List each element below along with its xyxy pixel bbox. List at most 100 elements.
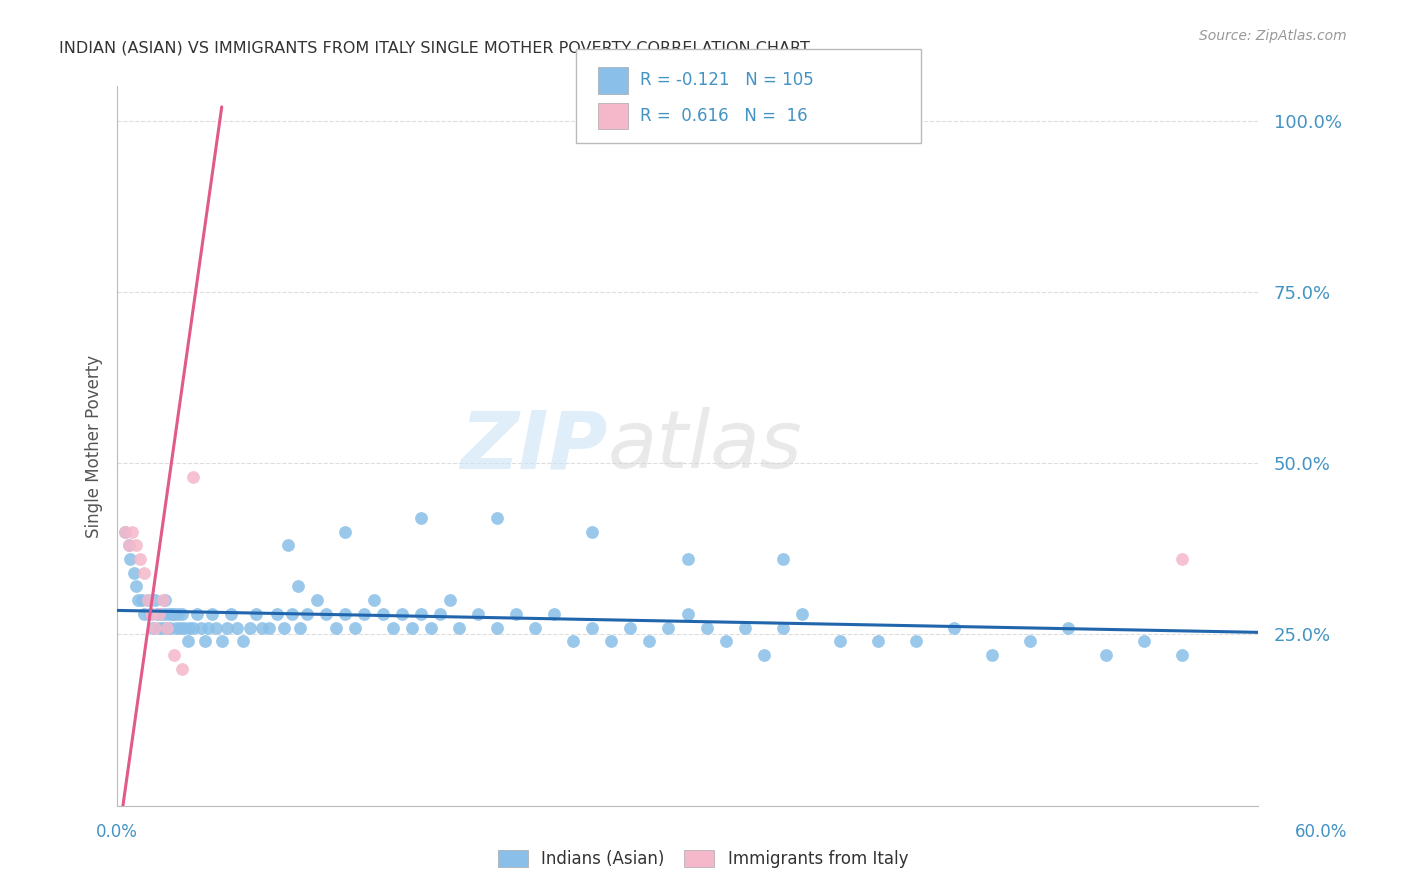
- Text: ZIP: ZIP: [460, 407, 607, 485]
- Point: [136, 593, 159, 607]
- Point: [190, 621, 212, 635]
- Point: [156, 621, 179, 635]
- Point: [581, 621, 603, 635]
- Text: atlas: atlas: [607, 407, 803, 485]
- Point: [734, 621, 756, 635]
- Point: [117, 538, 139, 552]
- Point: [315, 607, 337, 621]
- Point: [581, 524, 603, 539]
- Point: [1171, 552, 1194, 566]
- Point: [173, 621, 195, 635]
- Point: [117, 538, 139, 552]
- Point: [543, 607, 565, 621]
- Point: [163, 648, 186, 662]
- Point: [381, 621, 404, 635]
- Point: [176, 634, 198, 648]
- Point: [162, 607, 184, 621]
- Point: [419, 621, 441, 635]
- Point: [211, 634, 233, 648]
- Point: [136, 593, 159, 607]
- Point: [226, 621, 249, 635]
- Point: [772, 621, 794, 635]
- Point: [143, 621, 166, 635]
- Point: [127, 593, 149, 607]
- Point: [153, 593, 176, 607]
- Text: R = -0.121   N = 105: R = -0.121 N = 105: [640, 71, 814, 89]
- Point: [194, 634, 217, 648]
- Point: [866, 634, 889, 648]
- Text: Source: ZipAtlas.com: Source: ZipAtlas.com: [1199, 29, 1347, 43]
- Point: [159, 621, 181, 635]
- Point: [335, 524, 357, 539]
- Point: [156, 621, 179, 635]
- Point: [148, 607, 170, 621]
- Point: [163, 607, 186, 621]
- Point: [142, 621, 165, 635]
- Point: [695, 621, 717, 635]
- Point: [157, 607, 180, 621]
- Point: [467, 607, 489, 621]
- Point: [181, 470, 204, 484]
- Text: 0.0%: 0.0%: [96, 822, 138, 840]
- Point: [132, 607, 155, 621]
- Point: [186, 607, 208, 621]
- Point: [343, 621, 366, 635]
- Point: [619, 621, 641, 635]
- Point: [179, 621, 201, 635]
- Point: [287, 579, 309, 593]
- Point: [401, 621, 423, 635]
- Point: [152, 621, 174, 635]
- Point: [562, 634, 585, 648]
- Point: [169, 621, 191, 635]
- Point: [524, 621, 547, 635]
- Point: [165, 621, 187, 635]
- Y-axis label: Single Mother Poverty: Single Mother Poverty: [86, 354, 103, 538]
- Point: [170, 607, 193, 621]
- Point: [259, 621, 281, 635]
- Legend: Indians (Asian), Immigrants from Italy: Indians (Asian), Immigrants from Italy: [491, 843, 915, 875]
- Point: [790, 607, 813, 621]
- Point: [657, 621, 679, 635]
- Point: [676, 607, 699, 621]
- Text: R =  0.616   N =  16: R = 0.616 N = 16: [640, 107, 807, 125]
- Point: [449, 621, 471, 635]
- Point: [676, 552, 699, 566]
- Point: [373, 607, 395, 621]
- Point: [141, 607, 163, 621]
- Point: [114, 524, 136, 539]
- Point: [486, 621, 509, 635]
- Point: [121, 524, 143, 539]
- Point: [904, 634, 927, 648]
- Point: [325, 621, 347, 635]
- Point: [1056, 621, 1078, 635]
- Point: [143, 593, 166, 607]
- Point: [125, 579, 148, 593]
- Point: [114, 524, 136, 539]
- Point: [391, 607, 413, 621]
- Point: [125, 538, 148, 552]
- Point: [1171, 648, 1194, 662]
- Point: [1094, 648, 1116, 662]
- Text: INDIAN (ASIAN) VS IMMIGRANTS FROM ITALY SINGLE MOTHER POVERTY CORRELATION CHART: INDIAN (ASIAN) VS IMMIGRANTS FROM ITALY …: [59, 40, 810, 55]
- Point: [124, 566, 146, 580]
- Point: [363, 593, 385, 607]
- Point: [1018, 634, 1040, 648]
- Point: [131, 593, 153, 607]
- Point: [714, 634, 737, 648]
- Point: [439, 593, 461, 607]
- Point: [638, 634, 661, 648]
- Point: [486, 511, 509, 525]
- Point: [505, 607, 527, 621]
- Point: [239, 621, 262, 635]
- Point: [149, 607, 172, 621]
- Point: [170, 662, 193, 676]
- Point: [281, 607, 304, 621]
- Text: 60.0%: 60.0%: [1295, 822, 1347, 840]
- Point: [942, 621, 965, 635]
- Point: [273, 621, 295, 635]
- Point: [167, 607, 190, 621]
- Point: [205, 621, 228, 635]
- Point: [129, 552, 152, 566]
- Point: [219, 607, 242, 621]
- Point: [752, 648, 775, 662]
